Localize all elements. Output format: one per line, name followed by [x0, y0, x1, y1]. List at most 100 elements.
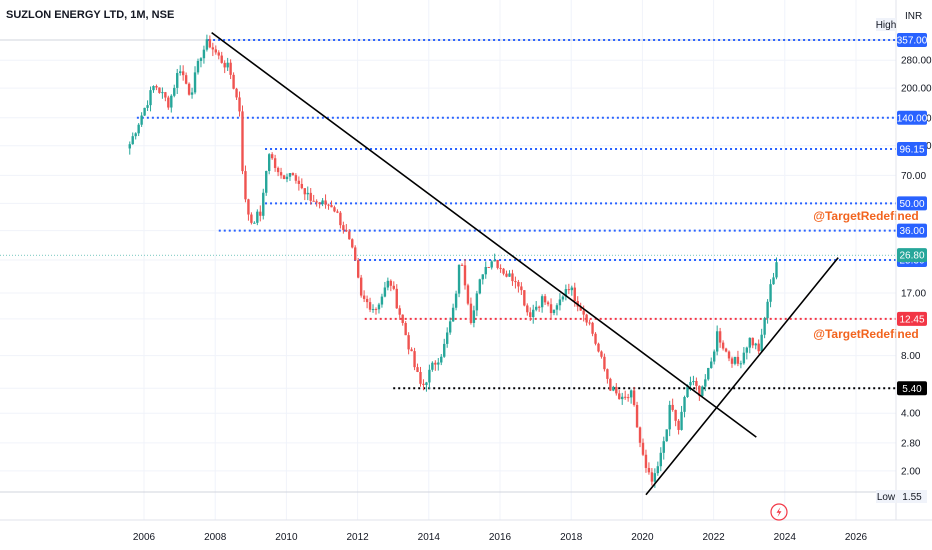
candle-body	[632, 390, 636, 405]
candle-body	[190, 92, 194, 95]
candle-body	[214, 49, 217, 53]
level-price-tag-label: 50.00	[899, 199, 924, 210]
candle-body	[683, 397, 686, 412]
candle-body	[573, 287, 576, 302]
low-tag-label: Low	[877, 492, 896, 503]
candle-body	[623, 396, 627, 398]
candle-body	[567, 289, 571, 291]
candle-body	[523, 290, 526, 306]
time-tick-label: 2016	[489, 532, 512, 543]
candle-body	[220, 55, 223, 63]
candle-body	[205, 39, 209, 50]
candle-body	[356, 260, 360, 278]
high-tag-label: High	[876, 20, 897, 31]
candle-body	[407, 335, 410, 350]
candle-body	[514, 281, 517, 283]
candle-body	[253, 222, 256, 224]
candle-body	[594, 333, 597, 344]
candle-body	[193, 72, 197, 93]
candle-body	[167, 97, 170, 108]
candle-body	[223, 62, 226, 68]
candle-body	[626, 397, 630, 399]
candle-body	[742, 352, 746, 364]
candle-body	[475, 293, 479, 311]
candle-body	[715, 331, 719, 352]
candle-body	[689, 382, 692, 386]
lightning-icon[interactable]	[770, 503, 788, 521]
candle-body	[184, 75, 188, 84]
candle-body	[481, 274, 484, 280]
level-price-tag-label: 96.15	[899, 145, 924, 156]
candle-body	[181, 71, 185, 76]
candle-body	[401, 314, 404, 323]
candle-body	[718, 331, 722, 343]
candle-body	[300, 183, 304, 189]
candle-body	[306, 192, 309, 195]
candle-body	[131, 136, 134, 145]
level-price-tag	[897, 142, 927, 157]
candle-body	[276, 167, 280, 173]
candle-body	[650, 472, 654, 482]
last-price-tag-label: 26.80	[899, 251, 924, 262]
candle-body	[629, 390, 633, 398]
level-price-tag	[897, 110, 927, 125]
candle-body	[312, 200, 315, 202]
time-tick-label: 2014	[418, 532, 441, 543]
candle-body	[662, 441, 665, 453]
level-price-tag-label: 12.45	[899, 314, 924, 325]
candle-body	[668, 404, 671, 430]
candle-body	[422, 383, 425, 385]
candle-body	[348, 231, 351, 240]
candle-body	[270, 154, 274, 159]
candle-body	[262, 192, 265, 216]
candle-body	[727, 351, 731, 359]
candle-body	[579, 306, 582, 311]
candle-body	[333, 207, 336, 212]
candle-body	[371, 309, 375, 311]
candle-body	[324, 200, 327, 205]
candle-body	[549, 304, 553, 314]
candle-body	[428, 369, 431, 383]
candle-body	[134, 133, 137, 137]
candle-body	[656, 466, 660, 474]
price-tick-label: 280.00	[901, 56, 932, 67]
candle-body	[386, 280, 390, 288]
candle-body	[609, 378, 612, 391]
watermark-label: @TargetRedefined	[813, 209, 919, 223]
candle-body	[704, 379, 707, 387]
candle-body	[484, 266, 487, 275]
candle-body	[377, 304, 381, 310]
candle-body	[469, 303, 473, 323]
time-tick-label: 2026	[845, 532, 868, 543]
candle-body	[647, 467, 651, 473]
candle-body	[540, 296, 544, 308]
candle-body	[392, 285, 395, 289]
candle-body	[582, 310, 585, 315]
level-price-tag	[897, 196, 927, 211]
candle-body	[259, 211, 262, 216]
candle-body	[520, 286, 523, 291]
time-axis[interactable]: 2006 2008 2010 2012 2014 2016 2018 2020 2022 2024…	[133, 532, 868, 543]
candle-body	[603, 356, 606, 370]
candle-body	[597, 343, 600, 352]
candle-body	[546, 302, 550, 305]
candle-body	[282, 175, 286, 180]
candle-body	[351, 239, 354, 248]
candle-body	[395, 288, 398, 309]
candle-body	[686, 385, 689, 398]
candle-body	[321, 200, 324, 205]
trendline	[645, 257, 839, 496]
level-price-tag	[897, 223, 927, 238]
candle-body	[659, 452, 662, 467]
candle-body	[173, 87, 176, 96]
chart-title: SUZLON ENERGY LTD, 1M, NSE	[6, 9, 175, 21]
candle-body	[680, 411, 683, 430]
candle-body	[612, 386, 615, 391]
price-axis[interactable]: 280.00200.00140.00100.0070.0050.0036.002…	[876, 18, 932, 503]
candle-body	[146, 105, 149, 108]
candle-body	[128, 144, 131, 149]
candle-body	[155, 86, 158, 88]
trendline	[211, 32, 757, 438]
candle-body	[721, 342, 725, 349]
